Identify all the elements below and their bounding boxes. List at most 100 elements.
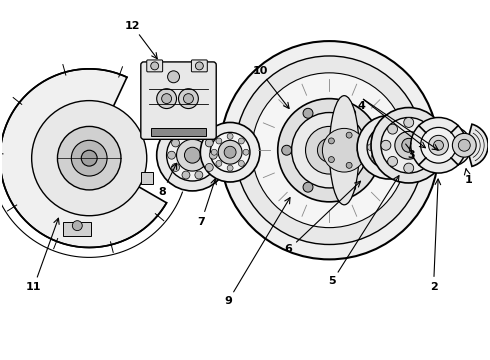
Circle shape bbox=[426, 131, 451, 157]
Text: 10: 10 bbox=[252, 66, 268, 76]
Circle shape bbox=[346, 132, 352, 138]
Circle shape bbox=[238, 161, 245, 166]
Circle shape bbox=[172, 163, 179, 171]
Circle shape bbox=[227, 133, 233, 139]
Circle shape bbox=[458, 139, 470, 151]
Circle shape bbox=[209, 151, 217, 159]
Text: 5: 5 bbox=[328, 276, 336, 286]
Circle shape bbox=[322, 129, 366, 172]
Circle shape bbox=[371, 133, 378, 140]
Circle shape bbox=[73, 221, 82, 231]
Circle shape bbox=[210, 132, 250, 172]
Text: 1: 1 bbox=[465, 175, 472, 185]
Circle shape bbox=[157, 89, 176, 109]
Circle shape bbox=[346, 162, 352, 168]
Text: 11: 11 bbox=[26, 282, 41, 292]
Text: 7: 7 bbox=[197, 217, 205, 227]
Circle shape bbox=[178, 89, 198, 109]
Circle shape bbox=[235, 56, 424, 244]
Circle shape bbox=[429, 135, 448, 155]
Circle shape bbox=[368, 144, 374, 151]
Circle shape bbox=[346, 182, 356, 192]
Circle shape bbox=[452, 133, 476, 157]
Circle shape bbox=[32, 100, 147, 216]
Circle shape bbox=[403, 129, 435, 161]
Circle shape bbox=[391, 161, 398, 168]
Circle shape bbox=[224, 146, 236, 158]
Circle shape bbox=[292, 113, 367, 188]
Circle shape bbox=[388, 124, 397, 134]
Circle shape bbox=[436, 141, 441, 147]
Circle shape bbox=[151, 62, 159, 70]
Circle shape bbox=[400, 133, 407, 140]
Circle shape bbox=[388, 157, 397, 166]
Circle shape bbox=[357, 116, 420, 179]
Circle shape bbox=[367, 145, 377, 155]
Circle shape bbox=[380, 127, 387, 134]
Circle shape bbox=[182, 131, 190, 139]
Circle shape bbox=[218, 140, 242, 164]
Text: 6: 6 bbox=[285, 244, 293, 255]
Circle shape bbox=[238, 138, 245, 144]
Circle shape bbox=[432, 137, 445, 151]
Circle shape bbox=[303, 108, 313, 118]
Circle shape bbox=[403, 144, 410, 151]
Circle shape bbox=[168, 71, 179, 83]
Circle shape bbox=[432, 126, 471, 166]
Circle shape bbox=[420, 157, 430, 166]
Circle shape bbox=[404, 163, 414, 173]
Text: 3: 3 bbox=[407, 150, 415, 160]
Circle shape bbox=[434, 140, 443, 150]
Circle shape bbox=[172, 139, 179, 147]
Text: 12: 12 bbox=[125, 21, 141, 31]
Circle shape bbox=[72, 140, 107, 176]
Circle shape bbox=[357, 147, 363, 153]
Circle shape bbox=[200, 122, 260, 182]
Circle shape bbox=[381, 140, 391, 150]
Circle shape bbox=[306, 126, 353, 174]
Text: 9: 9 bbox=[224, 296, 232, 306]
Circle shape bbox=[278, 99, 381, 202]
Circle shape bbox=[157, 120, 228, 191]
Circle shape bbox=[183, 94, 194, 104]
Circle shape bbox=[420, 127, 456, 163]
Circle shape bbox=[182, 171, 190, 179]
Circle shape bbox=[205, 163, 213, 171]
Circle shape bbox=[216, 138, 222, 144]
Circle shape bbox=[196, 62, 203, 70]
Circle shape bbox=[371, 108, 446, 183]
Circle shape bbox=[420, 124, 430, 134]
Circle shape bbox=[205, 139, 213, 147]
Circle shape bbox=[411, 117, 466, 173]
FancyBboxPatch shape bbox=[192, 60, 207, 72]
Circle shape bbox=[418, 125, 458, 164]
Circle shape bbox=[195, 131, 203, 139]
Bar bbox=[141, 172, 153, 184]
Bar bbox=[151, 129, 206, 136]
Circle shape bbox=[282, 145, 292, 155]
FancyBboxPatch shape bbox=[141, 62, 216, 139]
Circle shape bbox=[168, 151, 175, 159]
Circle shape bbox=[227, 165, 233, 171]
Text: 8: 8 bbox=[159, 187, 167, 197]
Circle shape bbox=[195, 171, 203, 179]
Circle shape bbox=[391, 127, 398, 134]
Circle shape bbox=[220, 41, 439, 260]
Circle shape bbox=[427, 140, 437, 150]
Circle shape bbox=[211, 149, 217, 155]
Text: 4: 4 bbox=[357, 100, 365, 111]
Circle shape bbox=[184, 147, 200, 163]
Bar bbox=[63, 222, 91, 235]
Wedge shape bbox=[466, 124, 488, 166]
Circle shape bbox=[395, 131, 422, 159]
FancyBboxPatch shape bbox=[147, 60, 163, 72]
Circle shape bbox=[410, 136, 428, 154]
Circle shape bbox=[328, 157, 334, 163]
Circle shape bbox=[448, 143, 454, 149]
Circle shape bbox=[402, 138, 416, 152]
Circle shape bbox=[367, 125, 411, 169]
Circle shape bbox=[439, 133, 465, 159]
Circle shape bbox=[381, 117, 437, 173]
Circle shape bbox=[252, 73, 407, 228]
Circle shape bbox=[380, 161, 387, 168]
